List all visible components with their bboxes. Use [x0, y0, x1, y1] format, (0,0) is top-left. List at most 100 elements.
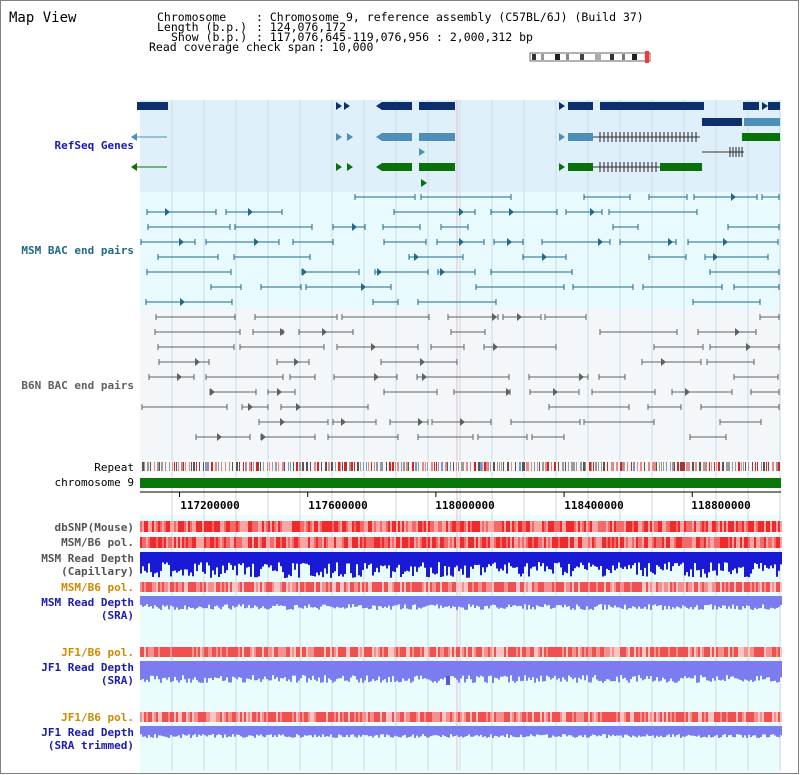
- msm-b6-pol-cell: [450, 582, 452, 592]
- msm-b6-pol-cell: [300, 537, 302, 548]
- track-label-msm-depth-cap[interactable]: MSM Read Depth: [41, 552, 134, 565]
- msm-b6-pol-cell: [606, 582, 608, 592]
- jf1-trim-depth-bar: [252, 726, 254, 737]
- repeat-element: [652, 462, 654, 471]
- dbsnp-cell: [504, 521, 506, 532]
- dbsnp-cell: [552, 521, 554, 532]
- jf1-b6-pol-cell: [340, 712, 342, 722]
- dbsnp-cell: [716, 521, 718, 532]
- msm-b6-pol-cell: [146, 537, 148, 548]
- jf1-trim-depth-bar: [344, 726, 346, 738]
- jf1-trim-depth-bar: [380, 726, 382, 735]
- jf1-b6-pol-cell: [686, 712, 688, 722]
- msm-cap-depth-bar: [184, 552, 186, 570]
- jf1-b6-pol-cell: [454, 712, 456, 722]
- jf1-b6-pol-cell: [510, 647, 512, 657]
- msm-b6-pol-cell: [586, 537, 588, 548]
- track-label-dbsnp[interactable]: dbSNP(Mouse): [54, 521, 134, 534]
- msm-b6-pol-cell: [622, 537, 624, 548]
- jf1-sra-depth-bar: [330, 661, 332, 680]
- msm-sra-depth-bar: [534, 596, 536, 610]
- msm-sra-depth-bar: [232, 596, 234, 606]
- jf1-b6-pol-cell: [478, 647, 480, 657]
- jf1-b6-pol-cell: [570, 647, 572, 657]
- track-label-msm-b6-pol-2[interactable]: MSM/B6 pol.: [61, 581, 134, 594]
- repeat-element: [425, 462, 426, 471]
- jf1-trim-depth-bar: [570, 726, 572, 736]
- dbsnp-cell: [666, 521, 668, 532]
- msm-sra-depth-bar: [574, 596, 576, 610]
- msm-sra-depth-bar: [460, 596, 462, 608]
- jf1-b6-pol-cell: [150, 647, 152, 657]
- msm-b6-pol-cell: [176, 537, 178, 548]
- msm-sra-depth-bar: [178, 596, 180, 610]
- track-label-refseq[interactable]: RefSeq Genes: [54, 139, 134, 152]
- dbsnp-cell: [578, 521, 580, 532]
- msm-sra-depth-bar: [564, 596, 566, 605]
- jf1-trim-depth-bar: [596, 726, 598, 737]
- msm-b6-pol-cell: [250, 582, 252, 592]
- dbsnp-cell: [508, 521, 510, 532]
- msm-cap-depth-bar: [470, 552, 472, 567]
- msm-cap-depth-bar: [542, 552, 544, 564]
- track-label-jf1-b6-pol-2[interactable]: JF1/B6 pol.: [61, 711, 134, 724]
- track-label-jf1-depth-trim[interactable]: JF1 Read Depth: [41, 726, 134, 739]
- jf1-trim-depth-bar: [274, 726, 276, 736]
- msm-sra-depth-bar: [756, 596, 758, 610]
- msm-sra-depth-bar: [416, 596, 418, 610]
- repeat-element: [275, 462, 277, 471]
- dbsnp-cell: [410, 521, 412, 532]
- track-label-msm-b6-pol-1[interactable]: MSM/B6 pol.: [61, 536, 134, 549]
- track-label-repeat[interactable]: Repeat: [94, 461, 134, 474]
- msm-cap-depth-bar: [696, 552, 698, 571]
- jf1-sra-depth-bar: [454, 661, 456, 678]
- repeat-element: [211, 462, 213, 471]
- jf1-trim-depth-bar: [566, 726, 568, 737]
- dbsnp-cell: [546, 521, 548, 532]
- msm-b6-pol-cell: [272, 582, 274, 592]
- track-label-b6n-bac[interactable]: B6N BAC end pairs: [21, 379, 134, 392]
- msm-sra-depth-bar: [576, 596, 578, 605]
- msm-b6-pol-cell: [494, 582, 496, 592]
- jf1-b6-pol-cell: [766, 647, 768, 657]
- msm-cap-depth-bar: [578, 552, 580, 568]
- dbsnp-cell: [628, 521, 630, 532]
- jf1-b6-pol-cell: [734, 647, 736, 657]
- track-label-jf1-depth-sra[interactable]: JF1 Read Depth: [41, 661, 134, 674]
- msm-cap-depth-bar: [318, 552, 320, 576]
- msm-b6-pol-cell: [590, 537, 592, 548]
- jf1-b6-pol-cell: [148, 712, 150, 722]
- msm-b6-pol-cell: [228, 582, 230, 592]
- msm-sra-depth-bar: [350, 596, 352, 608]
- jf1-trim-depth-bar: [268, 726, 270, 735]
- msm-sra-depth-bar: [230, 596, 232, 610]
- msm-cap-depth-bar: [750, 552, 752, 574]
- msm-cap-depth-bar: [564, 552, 566, 572]
- dbsnp-cell: [356, 521, 358, 532]
- repeat-element: [321, 462, 322, 471]
- dbsnp-cell: [594, 521, 596, 532]
- track-label-msm-bac[interactable]: MSM BAC end pairs: [21, 244, 134, 257]
- jf1-b6-pol-cell: [654, 647, 656, 657]
- dbsnp-cell: [404, 521, 406, 532]
- msm-b6-pol-cell: [546, 537, 548, 548]
- jf1-b6-pol-cell: [584, 647, 586, 657]
- dbsnp-cell: [306, 521, 308, 532]
- track-label-chromosome[interactable]: chromosome 9: [54, 476, 134, 489]
- msm-bac-pair-arrow: [598, 238, 603, 246]
- track-label-msm-depth-sra[interactable]: MSM Read Depth: [41, 596, 134, 609]
- msm-sra-depth-bar: [570, 596, 572, 610]
- repeat-element: [181, 462, 183, 471]
- jf1-trim-depth-bar: [320, 726, 322, 738]
- jf1-trim-depth-bar: [210, 726, 212, 735]
- jf1-trim-depth-bar: [650, 726, 652, 736]
- msm-cap-depth-bar: [620, 552, 622, 568]
- jf1-b6-pol-cell: [332, 647, 334, 657]
- msm-cap-depth-bar: [320, 552, 322, 572]
- msm-b6-pol-cell: [298, 537, 300, 548]
- msm-sra-depth-bar: [724, 596, 726, 606]
- jf1-sra-depth-bar: [152, 661, 154, 676]
- track-label-jf1-b6-pol-1[interactable]: JF1/B6 pol.: [61, 646, 134, 659]
- msm-cap-depth-bar: [464, 552, 466, 566]
